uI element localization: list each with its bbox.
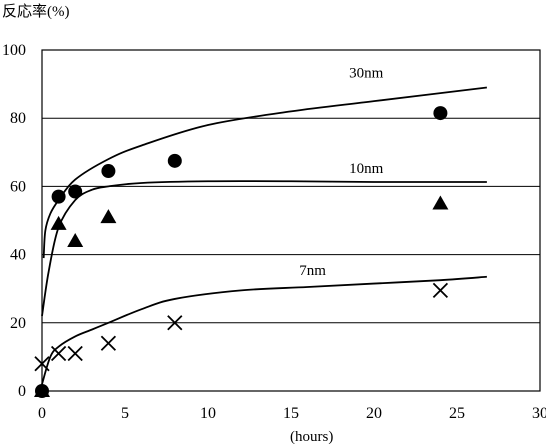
curve-10nm (41, 180, 487, 317)
y-tick-label-20: 20 (10, 315, 26, 332)
point-10nm-2 (67, 232, 84, 247)
curve-labels: 30nm 10nm 7nm (299, 65, 383, 279)
x-tick-label-30: 30 (532, 405, 546, 422)
point-10nm-1 (50, 215, 67, 230)
curve-label-10nm: 10nm (349, 161, 384, 177)
tick-labels: 0 5 10 15 20 25 30 0 20 40 60 80 100 (2, 42, 546, 422)
curve-label-7nm: 7nm (299, 263, 326, 279)
y-tick-label-0: 0 (18, 383, 26, 400)
point-7nm-1 (50, 345, 67, 362)
curve-7nm (41, 275, 487, 385)
y-tick-label-100: 100 (2, 42, 26, 59)
plot-frame (41, 49, 541, 392)
point-30nm-2 (68, 184, 83, 199)
point-30nm-3 (101, 164, 116, 179)
x-tick-label-25: 25 (449, 405, 465, 422)
point-7nm-3 (100, 335, 117, 351)
fitted-curves (41, 86, 487, 385)
axes (41, 49, 541, 392)
x-tick-label-5: 5 (121, 405, 129, 422)
point-7nm-5 (432, 282, 449, 299)
y-tick-label-80: 80 (10, 110, 26, 127)
gridlines (42, 117, 540, 324)
point-10nm-4 (432, 195, 449, 210)
y-axis-label: 反応率(%) (2, 3, 70, 20)
x-tick-label-0: 0 (38, 405, 46, 422)
point-30nm-1 (51, 189, 66, 204)
point-30nm-5 (433, 106, 448, 121)
x-axis-label: (hours) (290, 429, 333, 444)
point-30nm-4 (167, 153, 182, 168)
curve-label-30nm: 30nm (349, 65, 384, 81)
point-10nm-3 (100, 209, 117, 224)
x-tick-label-15: 15 (283, 405, 299, 422)
point-7nm-0 (34, 356, 50, 372)
data-markers (34, 106, 449, 398)
curve-30nm (42, 86, 487, 259)
point-7nm-4 (167, 315, 183, 331)
y-tick-label-40: 40 (10, 247, 26, 264)
y-tick-label-60: 60 (10, 178, 26, 195)
point-7nm-2 (67, 345, 83, 362)
point-10nm-0 (34, 383, 50, 397)
x-tick-label-20: 20 (366, 405, 382, 422)
x-tick-label-10: 10 (200, 405, 216, 422)
